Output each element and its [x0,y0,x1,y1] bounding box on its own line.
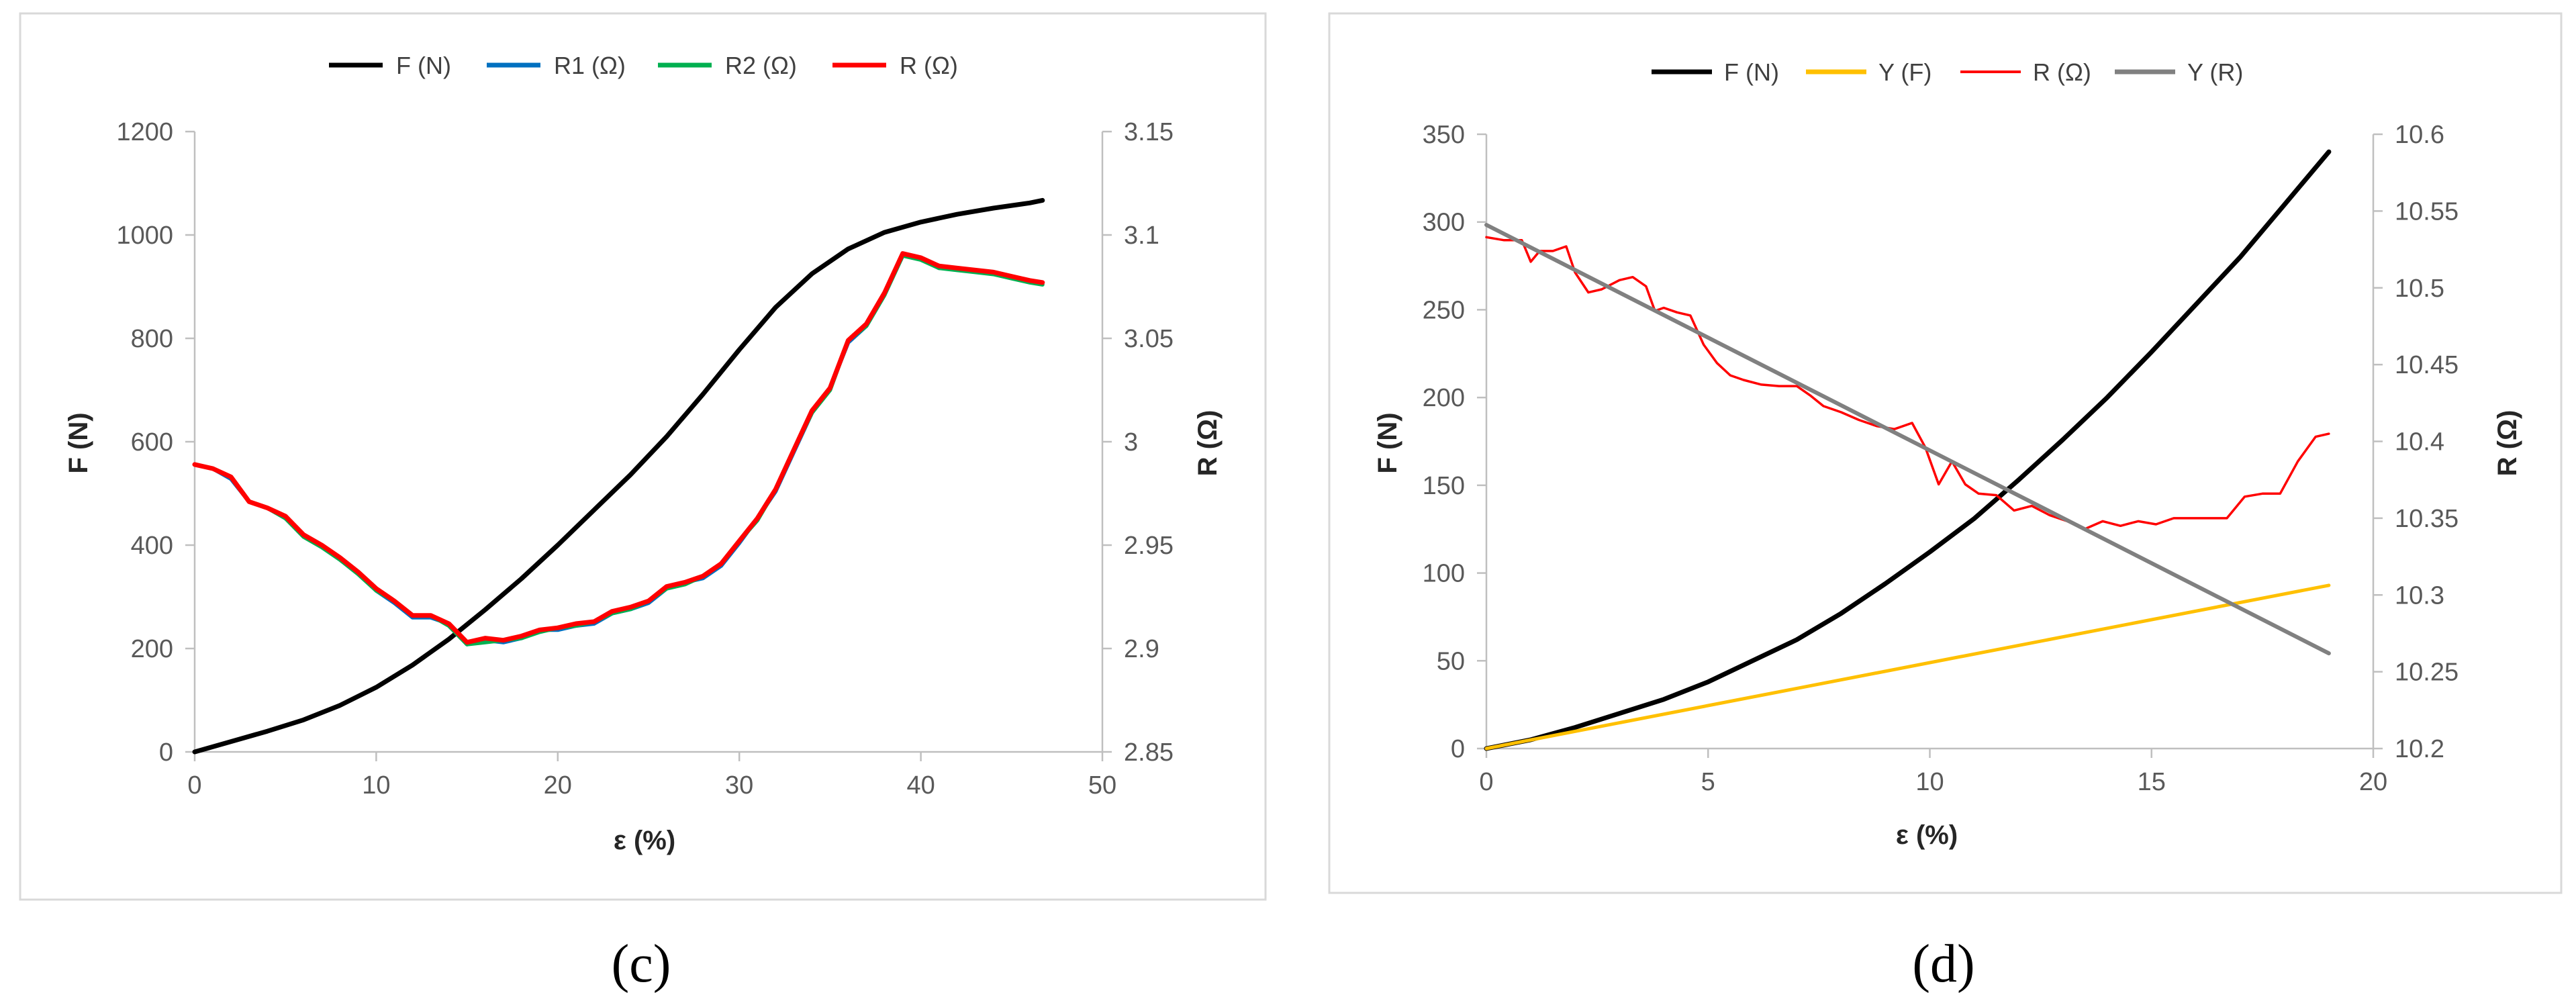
x-tick-label-c: 30 [725,771,753,800]
x-tick-label-d: 0 [1479,768,1493,796]
chart-frame-d [1328,12,2563,894]
y-tick-label-d: 350 [1423,121,1465,149]
series-line-c-R [192,251,1045,645]
series-line-d-YR [1484,223,2331,656]
y-tick-label-c: 1000 [116,222,173,250]
legend-c: F (N) R1 (Ω) R2 (Ω) R (Ω) [329,52,958,79]
y-tick-label-d: 0 [1451,735,1465,763]
x-tick-label-d: 10 [1915,768,1944,796]
y2-tick-label-c: 2.95 [1124,532,1174,560]
y2-tick-label-d: 10.45 [2395,351,2459,379]
series-line-d-F [1484,149,2332,751]
x-axis-title-d: ε (%) [1896,820,1958,850]
y2-tick-label-d: 10.5 [2395,275,2444,303]
caption-c: (c) [612,934,671,994]
legend-label-d-YR: Y (R) [2187,58,2243,86]
legend-label-d-R: R (Ω) [2033,58,2091,86]
y2-tick-label-d: 10.35 [2395,505,2459,533]
chart-frame-c [19,12,1267,901]
legend-label-c-R: R (Ω) [900,52,958,79]
plot-area-d [1484,149,2332,751]
y-tick-label-d: 300 [1423,209,1465,237]
series-line-c-F [192,197,1045,755]
y-tick-label-d: 100 [1423,560,1465,588]
y2-tick-label-c: 3.05 [1124,325,1174,353]
y-axis-title-d: F (N) [1373,412,1402,473]
y2-tick-label-c: 3 [1124,428,1138,457]
y-tick-label-c: 1200 [116,118,173,146]
y-tick-label-c: 600 [131,428,173,457]
x-tick-label-c: 10 [362,771,390,800]
y2-tick-label-c: 2.9 [1124,635,1159,663]
legend-d: F (N) Y (F) R (Ω) Y (R) [1652,58,2243,86]
legend-label-d-F: F (N) [1724,58,1779,86]
plot-area-c [192,197,1045,755]
y2-axis-title-c: R (Ω) [1193,410,1223,477]
y-tick-label-c: 400 [131,532,173,560]
chart-panel-d: F (N) Y (F) R (Ω) Y (R) 0501001502002503… [1328,12,2563,894]
y-tick-label-c: 800 [131,325,173,353]
y-tick-label-d: 250 [1423,296,1465,324]
y2-tick-label-c: 2.85 [1124,738,1174,767]
legend-label-c-R2: R2 (Ω) [725,52,797,79]
y-tick-label-c: 0 [159,738,173,767]
y2-axis-title-d: R (Ω) [2493,410,2522,477]
chart-panel-c: F (N) R1 (Ω) R2 (Ω) R (Ω) 02004006008001… [19,12,1267,901]
y-tick-label-d: 150 [1423,472,1465,500]
x-tick-label-c: 0 [187,771,201,800]
y2-tick-label-d: 10.55 [2395,197,2459,226]
y-axis-title-c: F (N) [64,412,93,473]
y2-tick-label-d: 10.3 [2395,581,2444,610]
y2-tick-label-d: 10.4 [2395,428,2444,457]
axes-c: 0200400600800100012002.852.92.9533.053.1… [116,118,1174,800]
series-line-d-YF [1484,583,2331,751]
x-tick-label-c: 40 [906,771,935,800]
legend-label-d-YF: Y (F) [1878,58,1931,86]
y2-tick-label-d: 10.25 [2395,659,2459,687]
legend-label-c-F: F (N) [396,52,451,79]
y2-tick-label-c: 3.15 [1124,118,1174,146]
y2-tick-label-d: 10.6 [2395,121,2444,149]
series-line-d-R [1485,236,2330,530]
axes-d: 05010015020025030035010.210.2510.310.351… [1423,121,2459,796]
x-tick-label-d: 5 [1701,768,1715,796]
y-tick-label-d: 50 [1437,647,1465,675]
y2-tick-label-c: 3.1 [1124,222,1159,250]
y-tick-label-d: 200 [1423,384,1465,412]
x-tick-label-c: 50 [1088,771,1116,800]
x-tick-label-d: 20 [2359,768,2387,796]
y2-tick-label-d: 10.2 [2395,735,2444,763]
y-tick-label-c: 200 [131,635,173,663]
x-tick-label-c: 20 [544,771,572,800]
caption-d: (d) [1912,934,1974,994]
legend-label-c-R1: R1 (Ω) [554,52,626,79]
x-axis-title-c: ε (%) [614,826,675,855]
x-tick-label-d: 15 [2138,768,2166,796]
